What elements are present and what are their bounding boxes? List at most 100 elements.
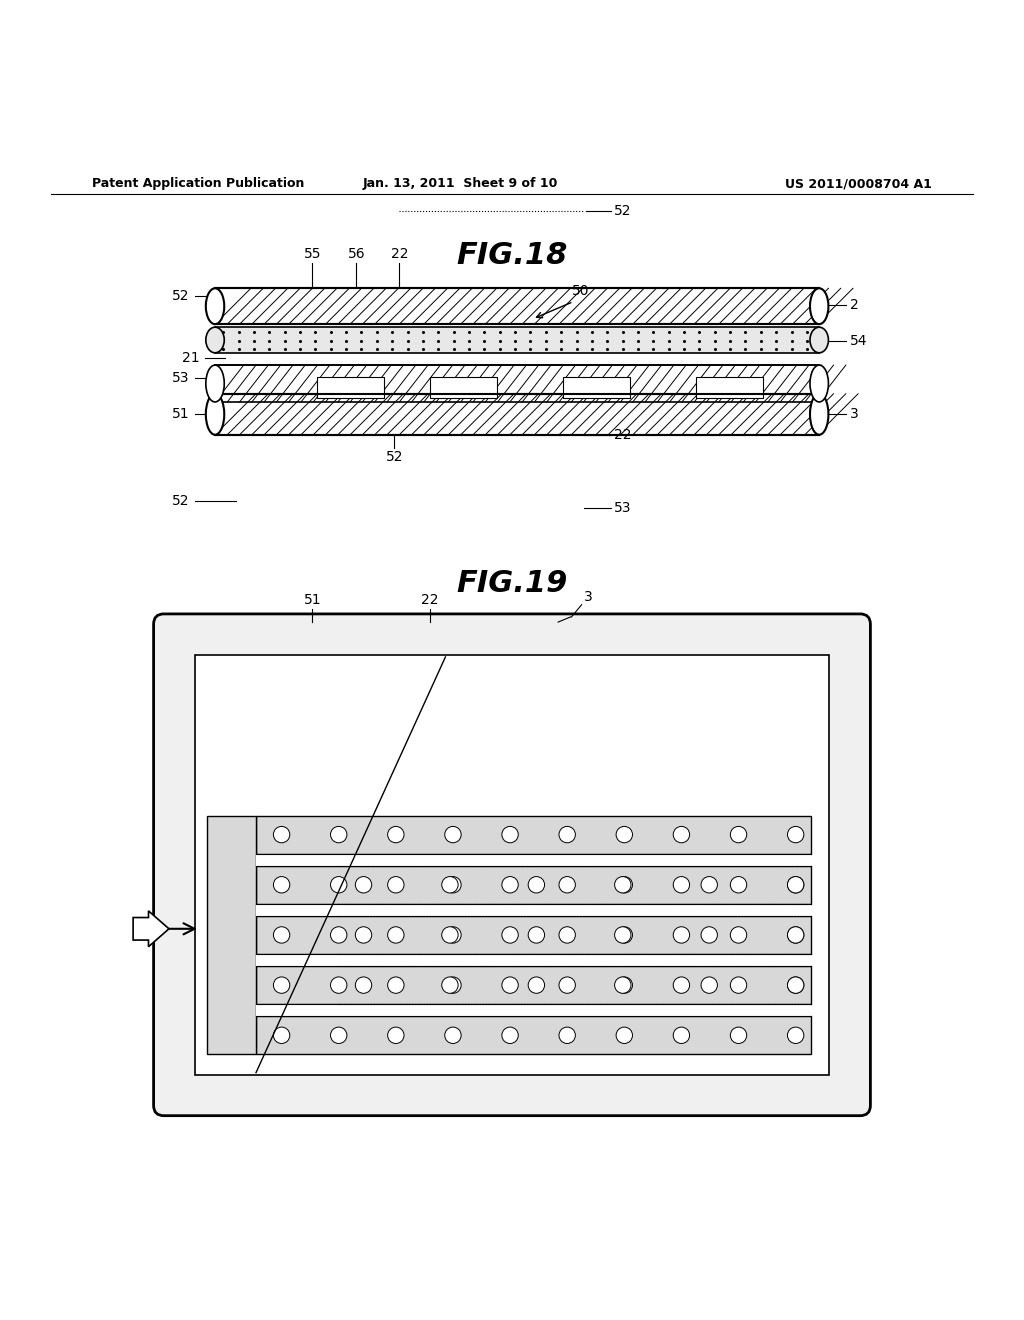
Circle shape [616, 927, 633, 942]
Circle shape [502, 1027, 518, 1044]
Circle shape [331, 977, 347, 994]
Ellipse shape [810, 288, 828, 325]
Bar [317, 378, 384, 397]
Circle shape [444, 1027, 461, 1044]
Circle shape [701, 927, 718, 942]
Circle shape [502, 927, 518, 942]
Circle shape [528, 927, 545, 942]
Circle shape [730, 826, 746, 842]
Bar [256, 966, 811, 1005]
Text: 52: 52 [172, 494, 189, 508]
Circle shape [730, 1027, 746, 1044]
Circle shape [673, 826, 689, 842]
Text: 53: 53 [614, 502, 632, 515]
Circle shape [502, 876, 518, 892]
Circle shape [559, 1027, 575, 1044]
Circle shape [616, 876, 633, 892]
Text: US 2011/0008704 A1: US 2011/0008704 A1 [785, 177, 932, 190]
Text: 54: 54 [850, 334, 867, 347]
Ellipse shape [206, 366, 224, 403]
Circle shape [355, 977, 372, 994]
Circle shape [441, 876, 458, 892]
Text: 50: 50 [571, 284, 590, 297]
Circle shape [441, 977, 458, 994]
Circle shape [273, 927, 290, 942]
Text: 52: 52 [385, 450, 403, 465]
Text: 3: 3 [850, 408, 859, 421]
Circle shape [559, 826, 575, 842]
Text: 22: 22 [614, 428, 632, 442]
Ellipse shape [810, 393, 828, 434]
Circle shape [701, 977, 718, 994]
Circle shape [388, 1027, 404, 1044]
Circle shape [559, 977, 575, 994]
Bar [256, 854, 811, 866]
Bar [256, 866, 811, 904]
Circle shape [730, 876, 746, 892]
Ellipse shape [810, 366, 828, 403]
Circle shape [444, 826, 461, 842]
Bar [256, 954, 811, 966]
Circle shape [673, 1027, 689, 1044]
Text: 22: 22 [421, 593, 439, 607]
Circle shape [331, 826, 347, 842]
Circle shape [787, 876, 804, 892]
Circle shape [273, 876, 290, 892]
Bar [563, 378, 630, 397]
Text: 21: 21 [182, 351, 200, 364]
Ellipse shape [206, 288, 224, 325]
Circle shape [355, 876, 372, 892]
Circle shape [614, 977, 631, 994]
Bar [256, 1005, 811, 1016]
Text: 56: 56 [347, 247, 366, 260]
Circle shape [673, 977, 689, 994]
Circle shape [787, 927, 804, 942]
Circle shape [502, 977, 518, 994]
Circle shape [701, 876, 718, 892]
Bar [256, 916, 811, 954]
Circle shape [787, 977, 804, 994]
Ellipse shape [810, 327, 828, 352]
Circle shape [730, 927, 746, 942]
Bar [256, 1016, 811, 1055]
Circle shape [528, 977, 545, 994]
Bar [195, 655, 829, 1074]
Text: 2: 2 [850, 298, 859, 312]
Circle shape [444, 927, 461, 942]
Circle shape [559, 876, 575, 892]
Bar [696, 378, 763, 397]
Bar [430, 378, 497, 397]
Circle shape [614, 876, 631, 892]
Bar [207, 816, 256, 1055]
Circle shape [444, 876, 461, 892]
Text: 52: 52 [614, 205, 632, 219]
Ellipse shape [206, 327, 224, 352]
Text: 52: 52 [172, 289, 189, 304]
Circle shape [787, 876, 804, 892]
Circle shape [730, 977, 746, 994]
Circle shape [441, 927, 458, 942]
Circle shape [559, 927, 575, 942]
Circle shape [355, 927, 372, 942]
Circle shape [331, 876, 347, 892]
Bar [256, 904, 811, 916]
Text: 55: 55 [303, 247, 322, 260]
Circle shape [614, 927, 631, 942]
Circle shape [673, 876, 689, 892]
Circle shape [787, 826, 804, 842]
Circle shape [616, 977, 633, 994]
Circle shape [787, 977, 804, 994]
Circle shape [273, 977, 290, 994]
Circle shape [388, 977, 404, 994]
Circle shape [331, 927, 347, 942]
Text: Patent Application Publication: Patent Application Publication [92, 177, 304, 190]
FancyArrow shape [133, 911, 169, 946]
Circle shape [528, 876, 545, 892]
Bar [215, 366, 819, 403]
Circle shape [502, 826, 518, 842]
Circle shape [331, 1027, 347, 1044]
Bar [215, 288, 819, 325]
Ellipse shape [206, 393, 224, 434]
Circle shape [616, 826, 633, 842]
Text: Jan. 13, 2011  Sheet 9 of 10: Jan. 13, 2011 Sheet 9 of 10 [364, 177, 558, 190]
